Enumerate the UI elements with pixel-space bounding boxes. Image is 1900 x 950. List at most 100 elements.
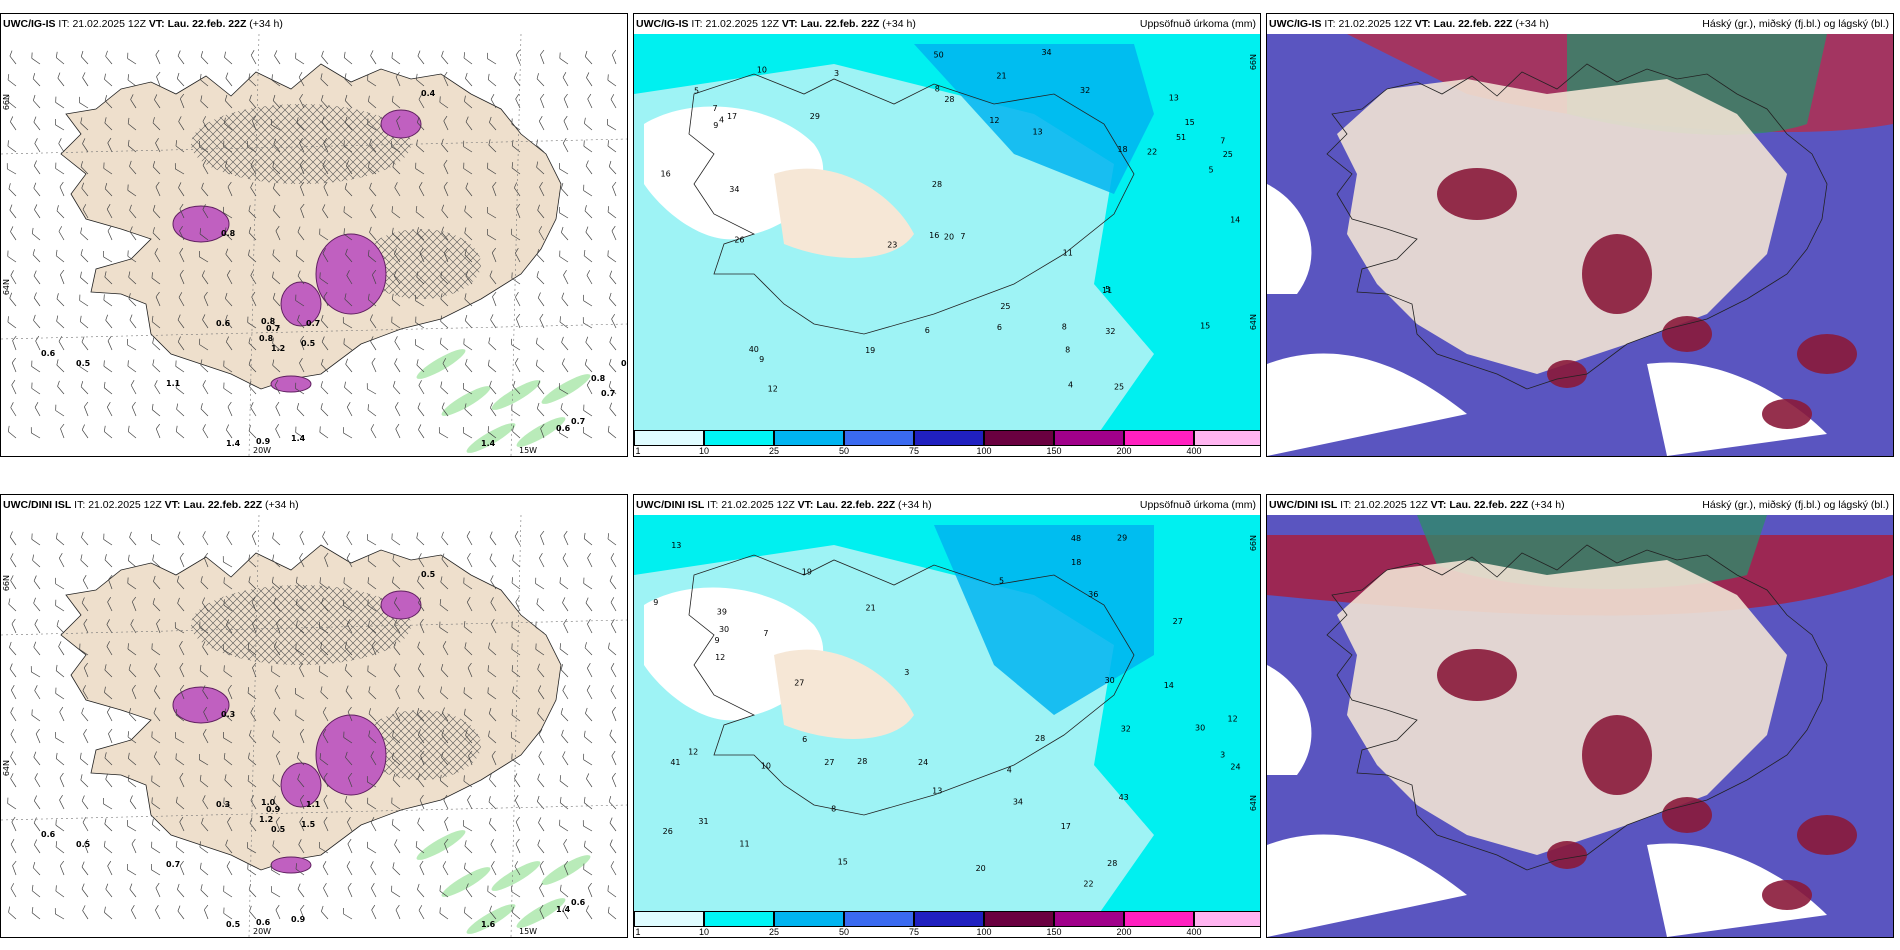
lon-label-15w: 15W [519, 927, 538, 936]
colorbar-swatch [774, 911, 844, 927]
wind-barb [561, 336, 569, 351]
wind-barb [176, 796, 185, 810]
wind-barb [321, 50, 329, 65]
wind-barb [540, 49, 545, 65]
value-label: 0.9 [266, 805, 281, 814]
wind-barb [79, 315, 89, 329]
panel-dini-precip: UWC/DINI ISL IT: 21.02.2025 12Z VT: Lau.… [633, 494, 1261, 938]
wind-barb [31, 884, 41, 898]
panel-header: UWC/DINI ISL IT: 21.02.2025 12Z VT: Lau.… [1, 495, 627, 515]
wind-barb [394, 839, 401, 854]
wind-barb [538, 226, 545, 241]
wind-barb [81, 597, 89, 612]
wind-barb [560, 403, 569, 417]
wind-barb [323, 794, 329, 810]
lat-line [1, 804, 627, 821]
wind-barb [465, 72, 473, 87]
wind-barb [584, 358, 593, 373]
wind-barb [108, 728, 113, 744]
wind-barb [488, 642, 497, 656]
precip-value: 3 [904, 668, 909, 677]
precip-colorbar: 1 10 25 50 75 100 150 200 400 [634, 430, 1260, 456]
wind-barb [127, 774, 137, 788]
wind-barb [201, 597, 209, 612]
wind-barb [80, 249, 89, 263]
wind-barb [417, 817, 425, 832]
lat-label-66n: 66N [2, 94, 11, 111]
mid-cloud [1547, 841, 1587, 869]
wind-barb [153, 751, 161, 766]
wind-barb [202, 160, 209, 175]
value-label: 0.5 [271, 825, 286, 834]
wind-barb [58, 336, 65, 351]
wind-barb [200, 576, 209, 590]
wind-barb [607, 206, 617, 219]
wind-barb [274, 50, 281, 65]
lon-label-15w: 15W [519, 446, 538, 455]
wind-barb [295, 598, 305, 612]
wind-barb [156, 71, 161, 87]
wind-barb [297, 773, 305, 788]
wind-barb [392, 161, 401, 175]
wind-barb [105, 314, 113, 329]
wind-barb [419, 794, 425, 810]
precip-value: 17 [727, 112, 737, 121]
value-label: 1.5 [301, 820, 316, 829]
precip-blob [380, 109, 422, 139]
wind-barb [441, 729, 449, 744]
wind-barb [562, 685, 569, 700]
precip-blob [280, 762, 322, 808]
colorbar-swatch [774, 430, 844, 446]
wind-barb [223, 732, 233, 744]
wind-barb [323, 816, 329, 832]
wind-barb [177, 50, 185, 65]
precip-value: 28 [932, 180, 942, 189]
wind-barb [82, 905, 89, 920]
wind-barb [563, 838, 569, 854]
precip-value: 29 [1117, 534, 1127, 543]
vt-label: VT: [781, 18, 798, 30]
wind-barb [487, 426, 497, 439]
wind-barb [103, 162, 113, 175]
land [60, 63, 562, 390]
precip-value: 41 [670, 758, 680, 767]
wind-barb [514, 861, 521, 876]
precip-value: 5 [999, 577, 1004, 586]
wind-barb [224, 774, 233, 788]
colorbar-swatch [634, 430, 704, 446]
value-label: 0.8 [221, 229, 236, 238]
wind-barb [178, 116, 185, 131]
wind-barb [34, 773, 41, 788]
wind-barb [464, 642, 473, 656]
mid-cloud [1582, 234, 1652, 314]
wind-barb [106, 619, 113, 634]
precip-title: Uppsöfnuð úrkoma (mm) [1139, 499, 1256, 511]
wind-barb [539, 313, 545, 329]
snow-hatch [361, 710, 481, 780]
wind-barb [440, 381, 449, 395]
wind-barb [152, 598, 161, 612]
wind-barb [271, 864, 281, 876]
wind-barb [107, 596, 113, 612]
wind-barb [10, 707, 17, 722]
wind-map: 0.5 0.3 0.3 0.9 1.2 0.5 1.5 1.1 1.0 0.6 0.5 0.7 0.5 0… [1, 515, 627, 937]
wind-barb [82, 138, 89, 153]
precip-value: 15 [838, 858, 848, 867]
wind-barb [81, 861, 89, 876]
wind-barb [298, 72, 305, 87]
wind-barb [346, 861, 353, 876]
wind-barb [321, 116, 329, 131]
wind-barb [274, 380, 281, 395]
wind-barb [562, 597, 569, 612]
wind-barb [275, 816, 281, 832]
wind-barb [537, 839, 545, 854]
wind-barb [55, 841, 65, 854]
wind-barb [419, 247, 425, 263]
wind-barb [562, 751, 569, 766]
wind-barb [7, 250, 17, 263]
wind-barb [274, 685, 281, 700]
wind-barb [31, 533, 41, 546]
wind-barb [561, 729, 569, 744]
wind-barb [151, 315, 161, 329]
wind-barb [55, 404, 65, 417]
